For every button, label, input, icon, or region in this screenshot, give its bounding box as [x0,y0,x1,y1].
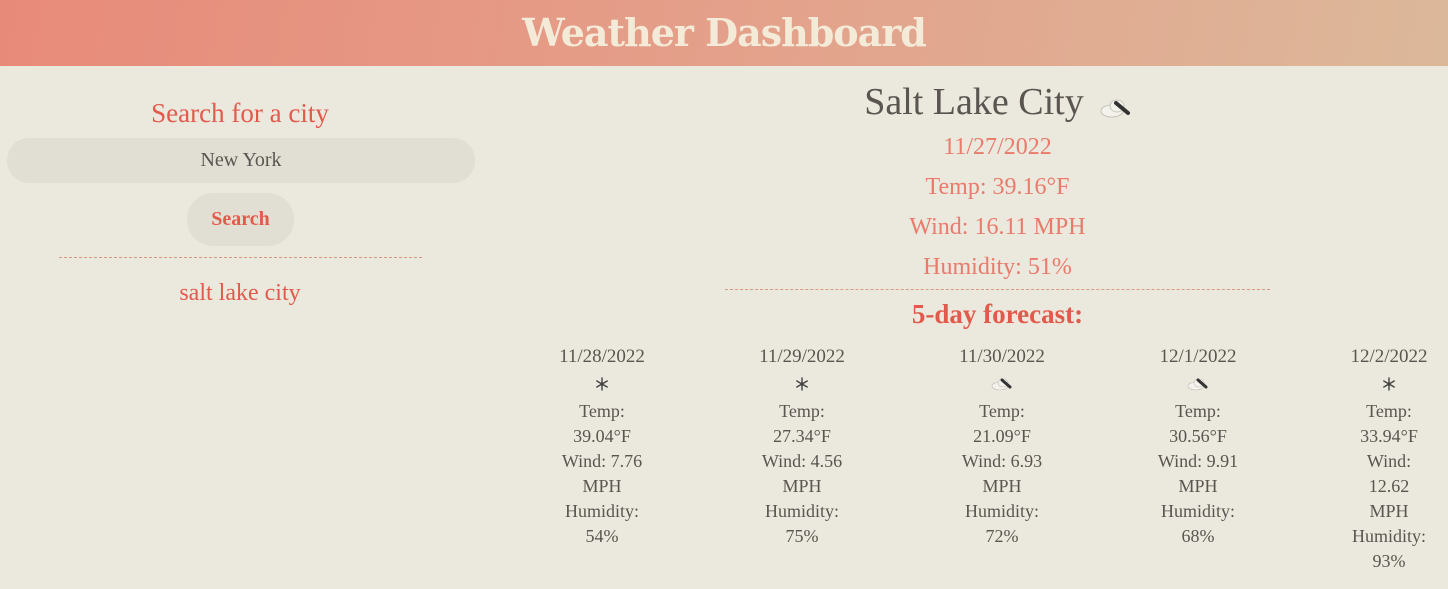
forecast-card: 11/28/2022 Temp: 39.04°F Wind: 7.76 MPH … [547,345,657,549]
snowflake-icon [547,369,657,399]
forecast-line: Humidity: [1351,526,1426,546]
snowflake-icon [1334,369,1444,399]
forecast-line: 54% [585,526,619,546]
forecast-line: MPH [1178,476,1218,496]
forecast-line: MPH [582,476,622,496]
divider [59,257,422,258]
current-temp: Temp: 39.16°F [925,174,1070,200]
partly-cloudy-icon [1143,369,1253,399]
forecast-line: 72% [985,526,1019,546]
current-humidity: Humidity: 51% [923,254,1072,280]
forecast-line: Temp: [1366,401,1412,421]
forecast-line: Wind: 9.91 [1157,451,1239,471]
history-item[interactable]: salt lake city [179,280,301,306]
current-city-row: Salt Lake City [725,80,1270,124]
forecast-line: MPH [982,476,1022,496]
forecast-line: 39.04°F [573,426,631,446]
forecast-line: Temp: [1175,401,1221,421]
forecast-line: MPH [1369,501,1409,521]
forecast-line: 12.62 [1368,476,1410,496]
forecast-line: 30.56°F [1169,426,1227,446]
search-button[interactable]: Search [187,193,294,246]
page-title: Weather Dashboard [522,10,927,55]
forecast-line: 27.34°F [773,426,831,446]
forecast-line: 21.09°F [973,426,1031,446]
partly-cloudy-icon [947,369,1057,399]
forecast-line: Humidity: [764,501,839,521]
forecast-title: 5-day forecast: [911,299,1084,329]
forecast-line: 33.94°F [1360,426,1418,446]
forecast-line: Temp: [779,401,825,421]
forecast-card: 12/2/2022 Temp: 33.94°F Wind: 12.62 MPH … [1334,345,1444,574]
forecast-date: 12/2/2022 [1350,346,1428,367]
forecast-line: Wind: 6.93 [961,451,1043,471]
forecast-line: Humidity: [964,501,1039,521]
divider [725,289,1270,290]
forecast-line: MPH [782,476,822,496]
forecast-line: 75% [785,526,819,546]
app-header: Weather Dashboard [0,0,1448,66]
forecast-line: Temp: [979,401,1025,421]
current-date: 11/27/2022 [943,134,1052,160]
forecast-line: Wind: 7.76 [561,451,643,471]
forecast-date: 11/28/2022 [559,346,645,367]
forecast-line: 93% [1372,551,1406,571]
forecast-line: Humidity: [564,501,639,521]
forecast-date: 11/30/2022 [959,346,1045,367]
current-city-name: Salt Lake City [864,81,1084,123]
forecast-date: 12/1/2022 [1159,346,1237,367]
forecast-date: 11/29/2022 [759,346,845,367]
forecast-line: Temp: [579,401,625,421]
search-title: Search for a city [151,98,329,128]
forecast-card: 11/29/2022 Temp: 27.34°F Wind: 4.56 MPH … [747,345,857,549]
forecast-line: Humidity: [1160,501,1235,521]
search-input[interactable] [7,138,475,183]
current-wind: Wind: 16.11 MPH [909,214,1086,240]
forecast-card: 11/30/2022 Temp: 21.09°F Wind: 6.93 MPH … [947,345,1057,549]
forecast-line: Wind: [1366,451,1412,471]
forecast-line: 68% [1181,526,1215,546]
partly-cloudy-icon [1099,97,1131,123]
snowflake-icon [747,369,857,399]
forecast-line: Wind: 4.56 [761,451,843,471]
forecast-card: 12/1/2022 Temp: 30.56°F Wind: 9.91 MPH H… [1143,345,1253,549]
